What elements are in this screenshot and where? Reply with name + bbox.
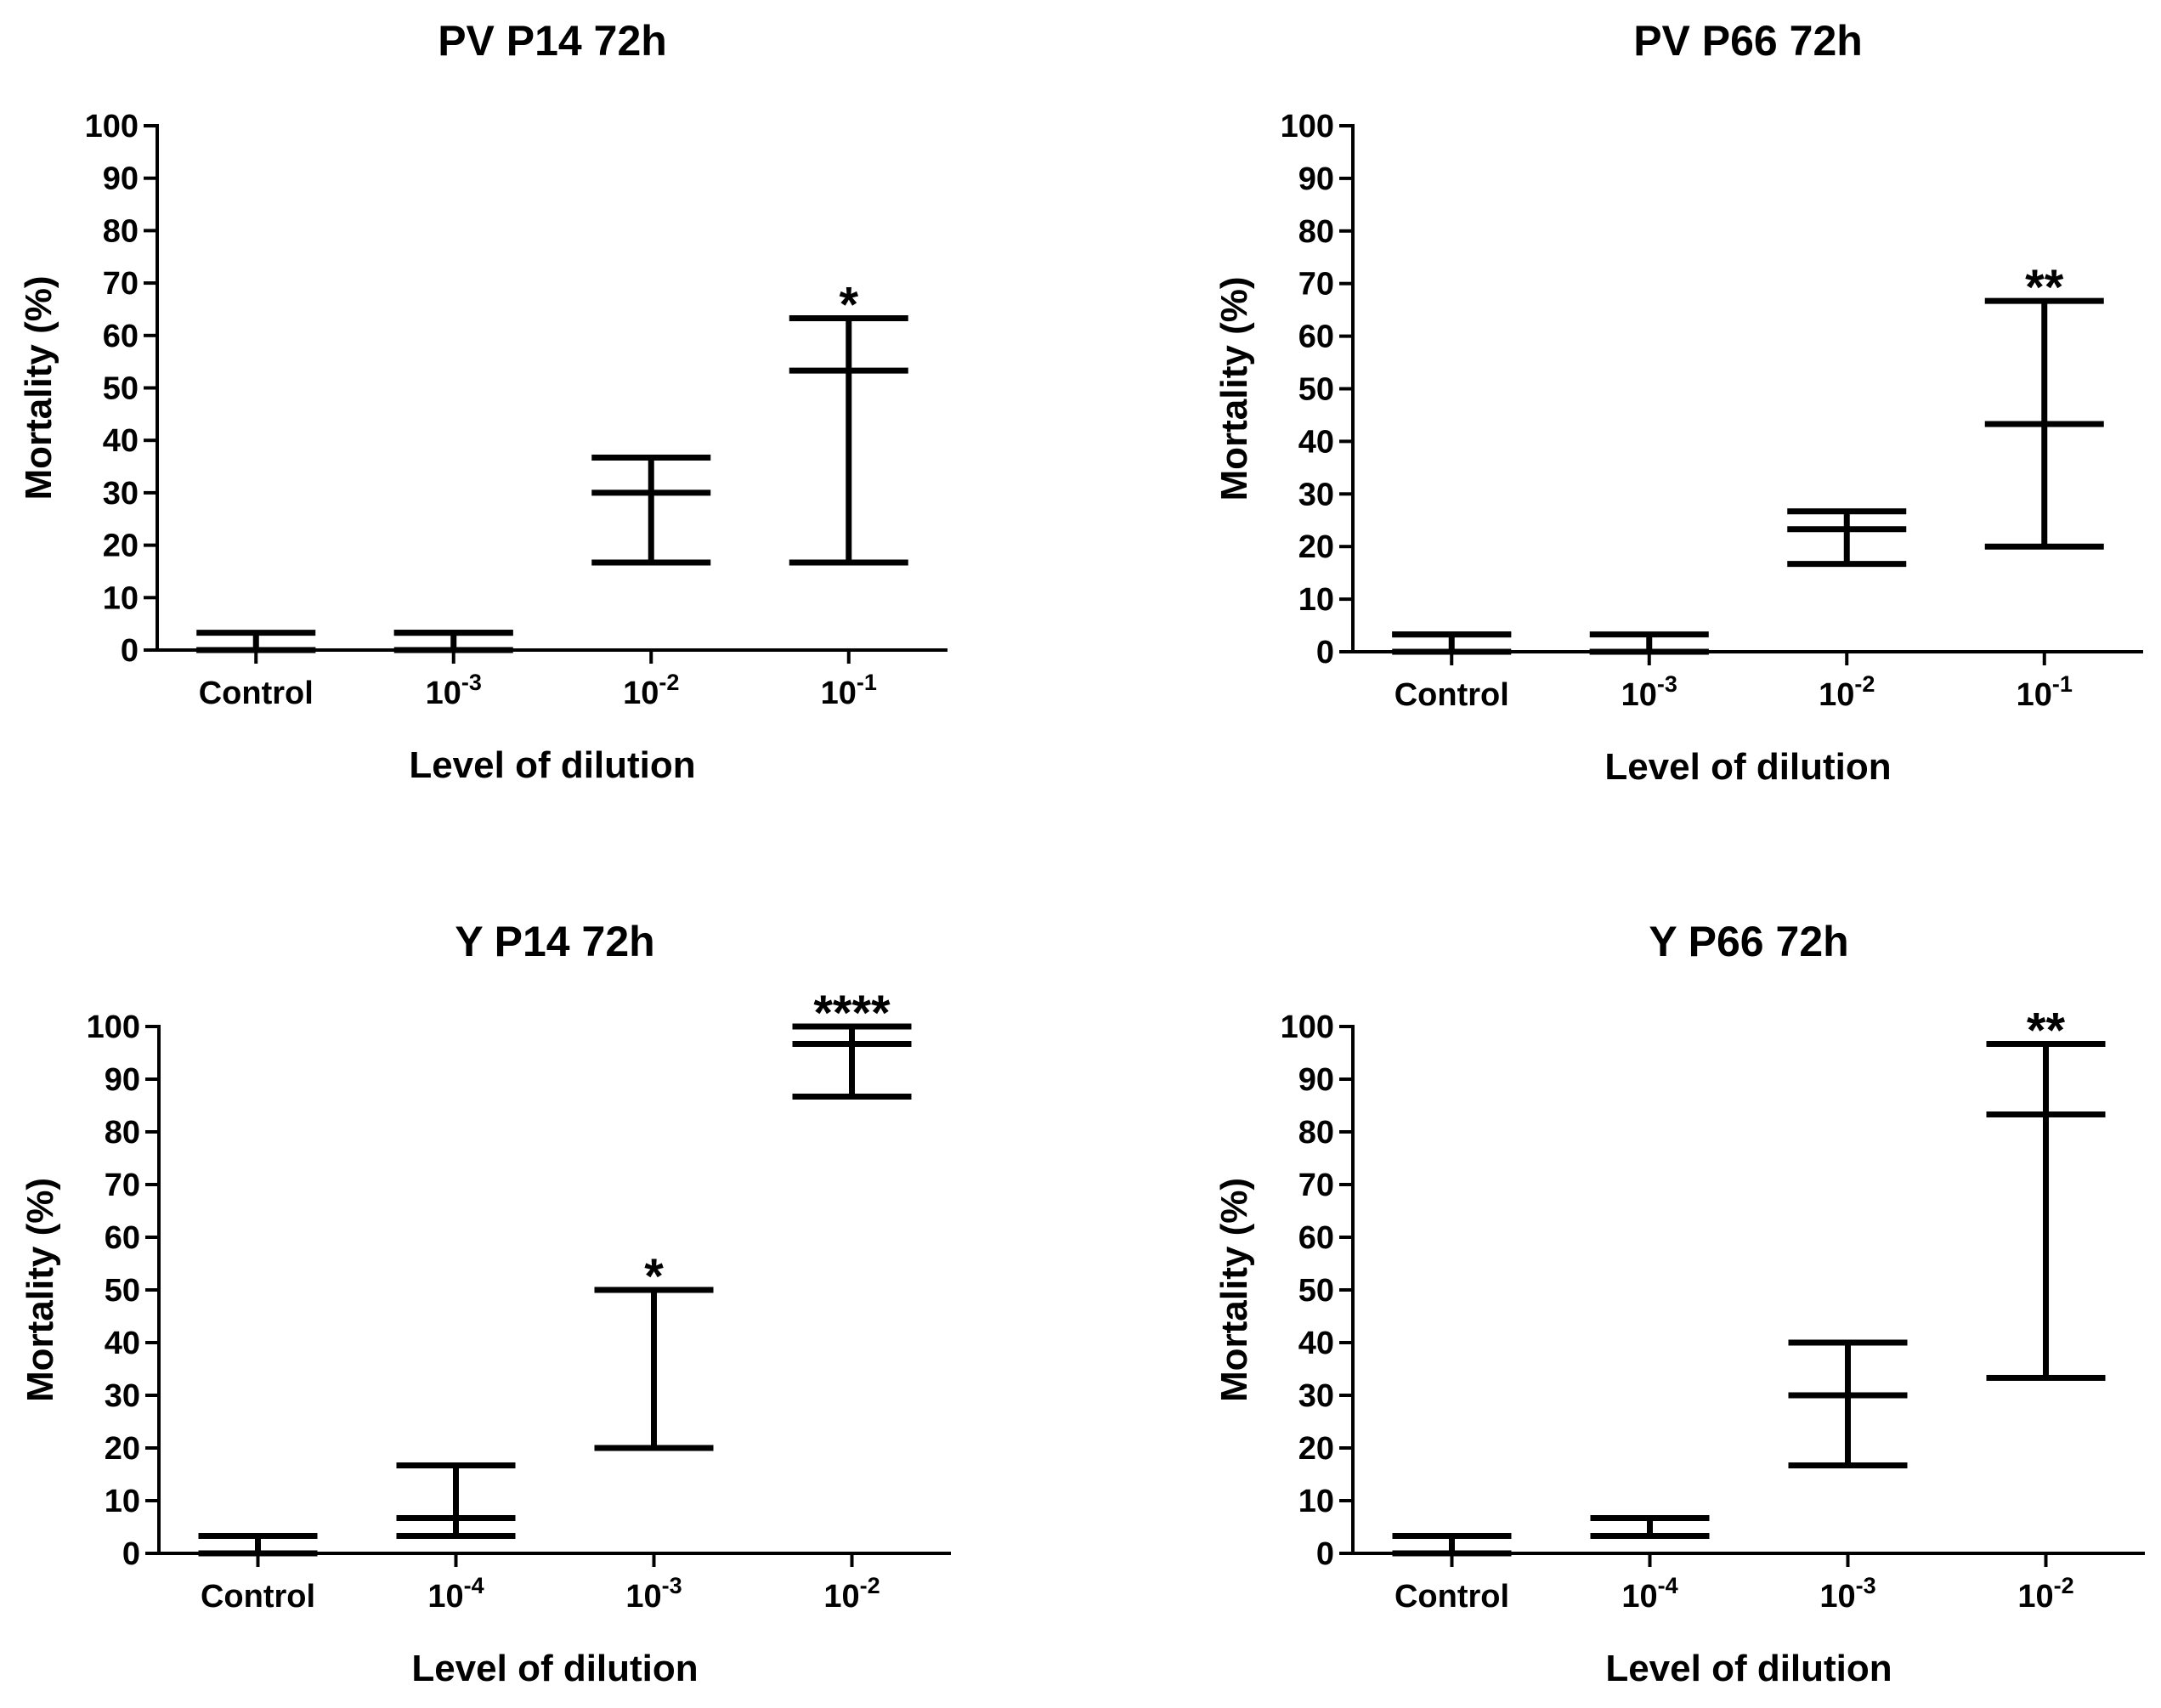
y-tick-label: 0 — [1316, 635, 1334, 670]
y-tick-label: 70 — [103, 266, 139, 302]
x-tick-label: 10-1 — [2017, 671, 2073, 713]
y-tick-label: 40 — [103, 423, 139, 459]
y-tick-label: 0 — [122, 1536, 140, 1572]
y-tick-label: 60 — [1298, 1220, 1334, 1256]
y-tick-label: 50 — [105, 1273, 140, 1309]
y-tick-label: 50 — [1298, 372, 1334, 408]
x-axis-label: Level of dilution — [409, 744, 695, 786]
chart-title: PV P14 72h — [438, 17, 667, 65]
y-tick-label: 90 — [105, 1062, 140, 1098]
y-tick-label: 50 — [103, 371, 139, 407]
x-axis-label: Level of dilution — [1604, 746, 1891, 788]
chart-panel-3: Y P14 72h 0 10 20 30 40 50 60 70 80 90 100 Mortality… — [20, 918, 951, 1689]
y-axis-label: Mortality (%) — [1213, 277, 1255, 501]
x-tick-label: Control — [199, 676, 314, 711]
y-tick-label: 90 — [1298, 161, 1334, 197]
significance-marker: ** — [2025, 260, 2064, 315]
y-tick-label: 0 — [1316, 1536, 1334, 1572]
y-axis-label: Mortality (%) — [18, 276, 59, 501]
y-tick-label: 10 — [1298, 582, 1334, 618]
x-tick-label: 10-3 — [1819, 1573, 1875, 1615]
y-axis-label: Mortality (%) — [20, 1178, 61, 1402]
y-tick-label: 40 — [1298, 424, 1334, 460]
x-tick-label: 10-3 — [625, 1573, 682, 1615]
y-tick-label: 30 — [1298, 1378, 1334, 1414]
significance-marker: * — [644, 1249, 664, 1304]
y-tick-label: 90 — [1298, 1062, 1334, 1098]
y-tick-label: 100 — [87, 1010, 140, 1045]
chart-panel-1: PV P14 72h 0 10 20 30 40 50 60 70 80 90 100 Mortalit… — [18, 17, 948, 786]
y-tick-label: 60 — [1298, 320, 1334, 355]
x-tick-label: 10-3 — [1621, 671, 1677, 713]
y-tick-label: 60 — [103, 319, 139, 354]
y-tick-label: 10 — [103, 580, 139, 616]
y-tick-label: 40 — [105, 1326, 140, 1361]
chart-title: Y P14 72h — [455, 918, 654, 965]
y-tick-label: 80 — [105, 1115, 140, 1151]
chart-title: PV P66 72h — [1633, 17, 1863, 65]
y-tick-label: 0 — [121, 633, 139, 669]
y-axis-label: Mortality (%) — [1213, 1178, 1255, 1402]
y-tick-label: 100 — [85, 109, 139, 144]
y-tick-label: 70 — [1298, 1168, 1334, 1203]
y-tick-label: 30 — [105, 1378, 140, 1414]
y-tick-label: 100 — [1281, 109, 1334, 144]
x-tick-label: 10-1 — [821, 670, 877, 711]
x-tick-label: Control — [201, 1579, 315, 1615]
y-tick-label: 90 — [103, 161, 139, 197]
y-tick-label: 40 — [1298, 1326, 1334, 1361]
chart-title: Y P66 72h — [1649, 918, 1848, 965]
y-tick-label: 70 — [1298, 267, 1334, 303]
y-tick-label: 10 — [1298, 1484, 1334, 1519]
x-axis-label: Level of dilution — [411, 1648, 698, 1689]
y-tick-label: 20 — [105, 1431, 140, 1467]
x-tick-label: 10-3 — [426, 670, 482, 711]
x-tick-label: 10-2 — [623, 670, 679, 711]
significance-marker: * — [839, 277, 858, 332]
y-tick-label: 30 — [1298, 477, 1334, 512]
y-tick-label: 80 — [1298, 1115, 1334, 1151]
x-tick-label: 10-2 — [2017, 1573, 2073, 1615]
significance-marker: **** — [813, 986, 891, 1041]
x-tick-label: 10-4 — [1621, 1573, 1677, 1615]
x-tick-label: 10-4 — [427, 1573, 484, 1615]
y-tick-label: 30 — [103, 476, 139, 512]
y-tick-label: 20 — [103, 529, 139, 564]
y-tick-label: 60 — [105, 1220, 140, 1256]
y-tick-label: 80 — [103, 213, 139, 249]
x-axis-label: Level of dilution — [1605, 1648, 1892, 1689]
x-tick-label: 10-2 — [1819, 671, 1875, 713]
y-tick-label: 10 — [105, 1484, 140, 1519]
y-tick-label: 20 — [1298, 529, 1334, 565]
y-tick-label: 20 — [1298, 1431, 1334, 1467]
chart-panel-2: PV P66 72h 0 10 20 30 40 50 60 70 80 90 100 Mortalit… — [1213, 17, 2143, 788]
chart-panel-4: Y P66 72h 0 10 20 30 40 50 60 70 80 90 100 Mortality… — [1213, 918, 2145, 1689]
y-tick-label: 100 — [1281, 1010, 1334, 1045]
y-tick-label: 70 — [105, 1168, 140, 1203]
x-tick-label: Control — [1394, 1579, 1509, 1615]
x-tick-label: Control — [1394, 677, 1509, 713]
significance-marker: ** — [2027, 1003, 2066, 1058]
y-tick-label: 50 — [1298, 1273, 1334, 1309]
x-tick-label: 10-2 — [823, 1573, 880, 1615]
y-tick-label: 80 — [1298, 214, 1334, 250]
